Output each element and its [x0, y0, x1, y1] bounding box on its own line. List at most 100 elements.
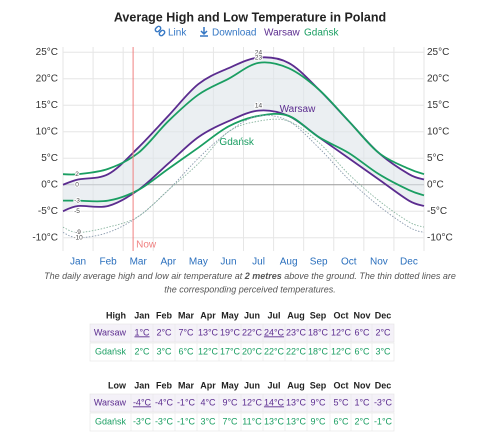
table-column-header: Feb [156, 310, 173, 320]
table-cell: 24°C [264, 327, 285, 337]
legend-entry[interactable]: Warsaw [264, 28, 301, 39]
value-label: 24 [255, 49, 263, 56]
table-cell: 9°C [222, 397, 238, 407]
table-cell: -3°C [155, 416, 174, 426]
x-tick-label: Nov [370, 257, 388, 268]
table-row-bg [89, 342, 395, 362]
caption-part: The daily average high and low air tempe… [44, 271, 245, 281]
table-row-label: Gdańsk [95, 416, 127, 426]
value-label: -3 [74, 197, 80, 204]
table-cell: 3°C [375, 346, 391, 356]
table-column-header: Apr [200, 380, 216, 390]
x-tick-label: May [189, 257, 208, 268]
table-cell: 11°C [242, 416, 262, 426]
x-tick-label: Jun [220, 257, 236, 268]
table-column-header: Jan [134, 310, 150, 320]
caption-part: 2 metres [244, 271, 282, 281]
table-cell: 22°C [242, 327, 263, 337]
table-row-header: High [106, 310, 126, 320]
x-tick-label: Oct [341, 257, 357, 268]
table-cell: 13°C [286, 416, 307, 426]
caption: The daily average high and low air tempe… [44, 271, 456, 281]
download-link[interactable]: Download [212, 28, 256, 39]
table-cell: 2°C [134, 346, 150, 356]
table-cell: 3°C [156, 346, 172, 356]
table-cell: 2°C [354, 416, 370, 426]
y-tick-label: 25°C [36, 47, 58, 58]
perceived-line [62, 114, 425, 239]
tables: High Jan Feb Mar Apr May Jun Jul Aug Sep Oct Nov Dec… [89, 310, 395, 432]
temperature-line [62, 109, 425, 213]
table-row-bg [89, 412, 395, 432]
table-cell: 14°C [264, 397, 285, 407]
table-column-header: Jun [244, 380, 260, 390]
table-cell: 17°C [220, 346, 241, 356]
table-cell: 1°C [134, 327, 150, 337]
series-label: Gdańsk [219, 137, 254, 148]
table-column-header: Feb [156, 380, 173, 390]
x-tick-label: Jul [252, 257, 265, 268]
table-column-header: May [221, 380, 239, 390]
table-cell: 2°C [156, 327, 172, 337]
table-cell: -3°C [374, 397, 393, 407]
x-tick-label: Apr [161, 257, 177, 268]
y2-tick-label: 25°C [427, 47, 449, 58]
y2-tick-label: 20°C [427, 73, 449, 84]
table-cell: 12°C [331, 327, 352, 337]
table-cell: -1°C [177, 397, 196, 407]
table-column-header: Jan [134, 380, 150, 390]
table-cell: -4°C [133, 397, 152, 407]
link-icon [154, 25, 166, 37]
table-column-header: Mar [178, 380, 195, 390]
table-column-header: Jul [267, 310, 280, 320]
table-cell: 5°C [333, 397, 349, 407]
table-column-header: Apr [200, 310, 216, 320]
table-cell: 2°C [375, 327, 391, 337]
legend-entry[interactable]: Gdańsk [304, 28, 339, 39]
table-row-bg [89, 393, 395, 413]
table-cell: 22°C [286, 346, 307, 356]
table-column-header: Mar [178, 310, 195, 320]
table-cell: 12°C [198, 346, 219, 356]
table-column-header: Dec [375, 380, 392, 390]
chart-title: Average High and Low Temperature in Pola… [114, 10, 386, 24]
table-row-label: Gdańsk [95, 346, 127, 356]
table-cell: 9°C [310, 397, 326, 407]
y2-tick-label: 5°C [427, 153, 444, 164]
y2-tick-label: -5°C [427, 206, 447, 217]
y-tick-label: -5°C [38, 206, 58, 217]
y-tick-label: 5°C [41, 153, 58, 164]
table-column-header: May [221, 310, 239, 320]
perceived-line [62, 118, 425, 233]
table-cell: 19°C [220, 327, 241, 337]
temperature-line [63, 112, 425, 203]
x-tick-label: Feb [100, 257, 118, 268]
y-tick-label: 0°C [41, 179, 58, 190]
table-cell: 23°C [286, 327, 307, 337]
value-label: 0 [75, 181, 79, 188]
y2-tick-label: 0°C [427, 179, 444, 190]
table-cell: -1°C [374, 416, 393, 426]
table-row-label: Warsaw [94, 327, 127, 337]
y-tick-label: 20°C [36, 73, 58, 84]
series-label: Warsaw [280, 104, 317, 115]
table-cell: 9°C [310, 416, 326, 426]
link[interactable]: Link [168, 28, 187, 39]
table-cell: 13°C [198, 327, 219, 337]
caption: the corresponding perceived temperatures… [164, 284, 336, 294]
table-cell: 7°C [222, 416, 238, 426]
x-tick-label: Sep [310, 257, 328, 268]
y-tick-label: 10°C [36, 126, 58, 137]
table-cell: 18°C [308, 327, 329, 337]
table-cell: -3°C [133, 416, 152, 426]
table-column-header: Sep [310, 310, 327, 320]
table-column-header: Jun [244, 310, 260, 320]
table-cell: 13°C [286, 397, 307, 407]
table-column-header: Oct [333, 310, 348, 320]
temperature-line [62, 61, 425, 176]
table-cell: 6°C [354, 346, 370, 356]
table-column-header: Sep [310, 380, 327, 390]
table-row-header: Low [108, 380, 127, 390]
